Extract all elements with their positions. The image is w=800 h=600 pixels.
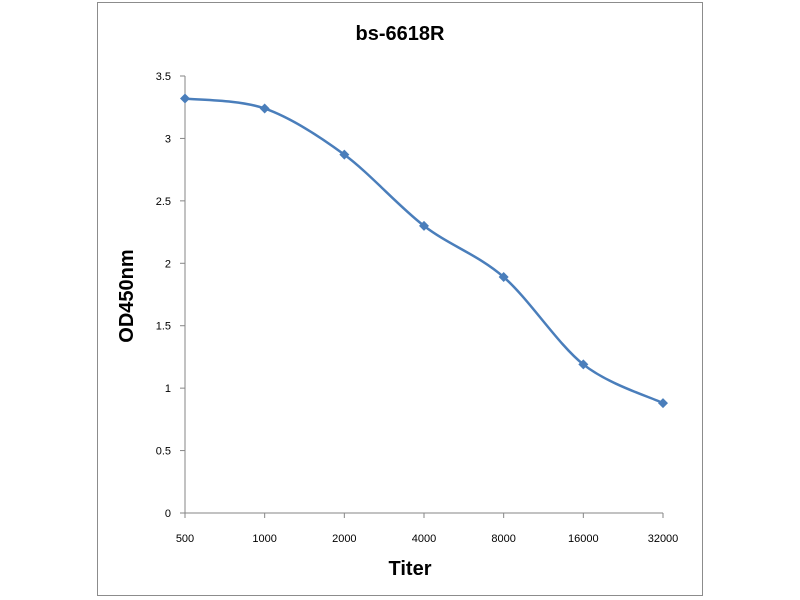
y-axis: 0 0.5 1 1.5 2 2.5 3 3.5 [156,71,185,520]
y-tick-label: 3.5 [156,71,171,83]
y-tick-label: 2.5 [156,196,171,208]
data-markers [180,93,668,409]
x-axis-title: Titer [389,558,432,580]
chart-title: bs-6618R [356,23,445,45]
x-tick-label: 4000 [412,533,436,545]
y-tick-label: 0 [165,508,171,520]
data-point-8000 [498,272,509,283]
y-tick-label: 1.5 [156,321,171,333]
y-tick-label: 0.5 [156,446,171,458]
data-point-1000 [259,103,270,114]
y-tick-label: 2 [165,258,171,270]
y-tick-label: 3 [165,133,171,145]
data-point-32000 [658,398,668,409]
y-axis-title: OD450nm [116,249,138,342]
y-tick-label: 1 [165,383,171,395]
x-tick-label: 32000 [648,533,679,545]
x-tick-label: 1000 [252,533,276,545]
x-tick-label: 16000 [568,533,599,545]
series-line [184,97,664,405]
x-tick-label: 2000 [332,533,356,545]
x-axis: 500 1000 2000 4000 8000 16000 32000 [176,513,678,545]
data-point-2000 [339,149,350,160]
data-point-16000 [578,359,589,370]
data-point-500 [180,93,190,104]
x-tick-label: 500 [176,533,194,545]
chart-frame [97,2,703,596]
data-point-4000 [419,220,429,231]
x-tick-label: 8000 [491,533,515,545]
